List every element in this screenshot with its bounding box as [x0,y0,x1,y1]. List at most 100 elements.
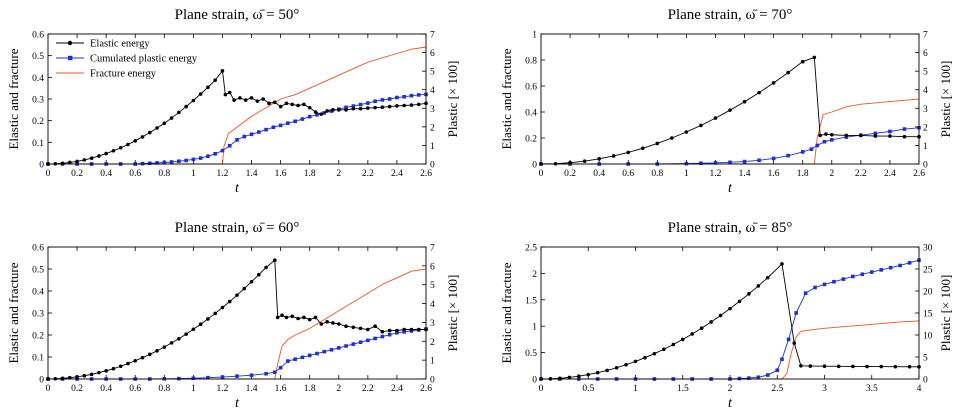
data-point [242,286,247,291]
y2-tick-label: 3 [923,105,928,115]
data-point [766,373,770,377]
x-tick-label: 2 [728,384,733,394]
data-point [786,70,790,75]
data-point [402,327,406,332]
data-point [832,279,836,284]
data-point [757,90,761,95]
data-point [611,154,616,158]
plot-frame [47,246,427,380]
x-tick-label: 1.4 [739,169,751,179]
y2-tick-label: 6 [430,262,435,272]
x-tick-label: 0.5 [582,384,594,394]
x-tick-label: 0.6 [622,169,634,179]
data-point [89,372,94,377]
data-point [851,274,855,279]
data-point [366,101,370,105]
data-point [402,103,406,108]
data-point [836,364,841,369]
data-point [766,275,770,280]
data-point [191,98,196,103]
data-point [366,327,370,332]
data-point [812,55,817,60]
data-point [888,129,892,134]
series-elastic-energy [46,69,428,166]
data-point [257,272,261,277]
data-point [775,368,780,372]
data-point [860,272,865,277]
data-point [792,341,797,345]
x-axis-label: t [235,396,240,411]
data-point [728,108,732,112]
x-tick-label: 1 [633,384,638,394]
chart-panel-1: Plane strain, ω̄ = 50° 0 0.2 0.4 0.6 0.8 1 1.2 1… [6,7,460,196]
data-point [747,376,751,380]
data-point [97,154,101,158]
data-point [302,102,306,107]
y-tick-label: 2.5 [525,244,537,254]
data-point [118,364,123,369]
data-point [373,324,377,329]
data-point [336,322,341,326]
series-elastic-energy [539,55,921,166]
data-point [809,147,814,151]
data-point [416,102,421,107]
data-point [147,161,152,166]
data-point [177,336,181,341]
chart-title: Plane strain, ω̄ = 50° [175,7,300,23]
data-point [851,364,855,369]
y2-tick-label: 4 [430,86,435,96]
y2-tick-label: 7 [923,31,928,41]
data-point [322,349,327,354]
axis-ticks: 0 0.2 0.4 0.6 0.8 1 1.2 1.4 1.6 1.8 2 2.2 2.4 2.600.1… [32,244,435,395]
data-point [380,98,385,102]
data-point [315,112,319,117]
data-point [595,370,600,375]
data-point [140,135,145,139]
data-point [865,364,869,369]
y-tick-label: 0.4 [32,74,44,84]
data-point [794,311,798,315]
data-point [822,364,827,369]
data-point [60,161,65,166]
y2-tick-label: 2 [430,338,435,348]
data-point [278,123,283,128]
data-point [351,106,356,111]
x-tick-label: 0 [539,169,544,179]
data-point [264,127,268,132]
x-tick-label: 0 [539,384,544,394]
data-point [344,108,348,112]
data-point [104,369,108,373]
y2-tick-label: 6 [923,49,928,59]
y-tick-label: 0.6 [32,31,44,41]
data-point [366,338,370,343]
data-point [351,104,356,108]
data-point [147,130,152,135]
data-point [643,355,647,360]
y-tick-label: 0.2 [32,332,44,342]
data-point [68,160,72,165]
x-tick-label: 2.6 [913,169,925,179]
y2-axis-label: Plastic [× 100] [445,61,460,138]
data-point [597,157,601,161]
data-point [358,326,363,331]
x-tick-label: 2 [829,169,834,179]
data-point [325,320,329,324]
data-point [284,101,289,106]
data-point [242,134,247,139]
series-cumulated-plastic-energy [539,125,921,166]
data-point [89,156,94,160]
y2-tick-label: 4 [923,86,928,96]
data-point [169,341,174,345]
data-point [227,299,232,304]
data-point [662,347,666,352]
y2-tick-label: 30 [923,244,933,254]
y-axis-label: Elastic and fracture [499,262,514,363]
y2-tick-label: 5 [923,68,928,78]
x-tick-label: 2.2 [855,169,867,179]
data-point [307,105,312,110]
y2-tick-label: 7 [430,244,435,254]
data-point [879,268,883,272]
data-point [162,160,167,165]
data-point [313,110,318,114]
series-line [541,320,920,380]
